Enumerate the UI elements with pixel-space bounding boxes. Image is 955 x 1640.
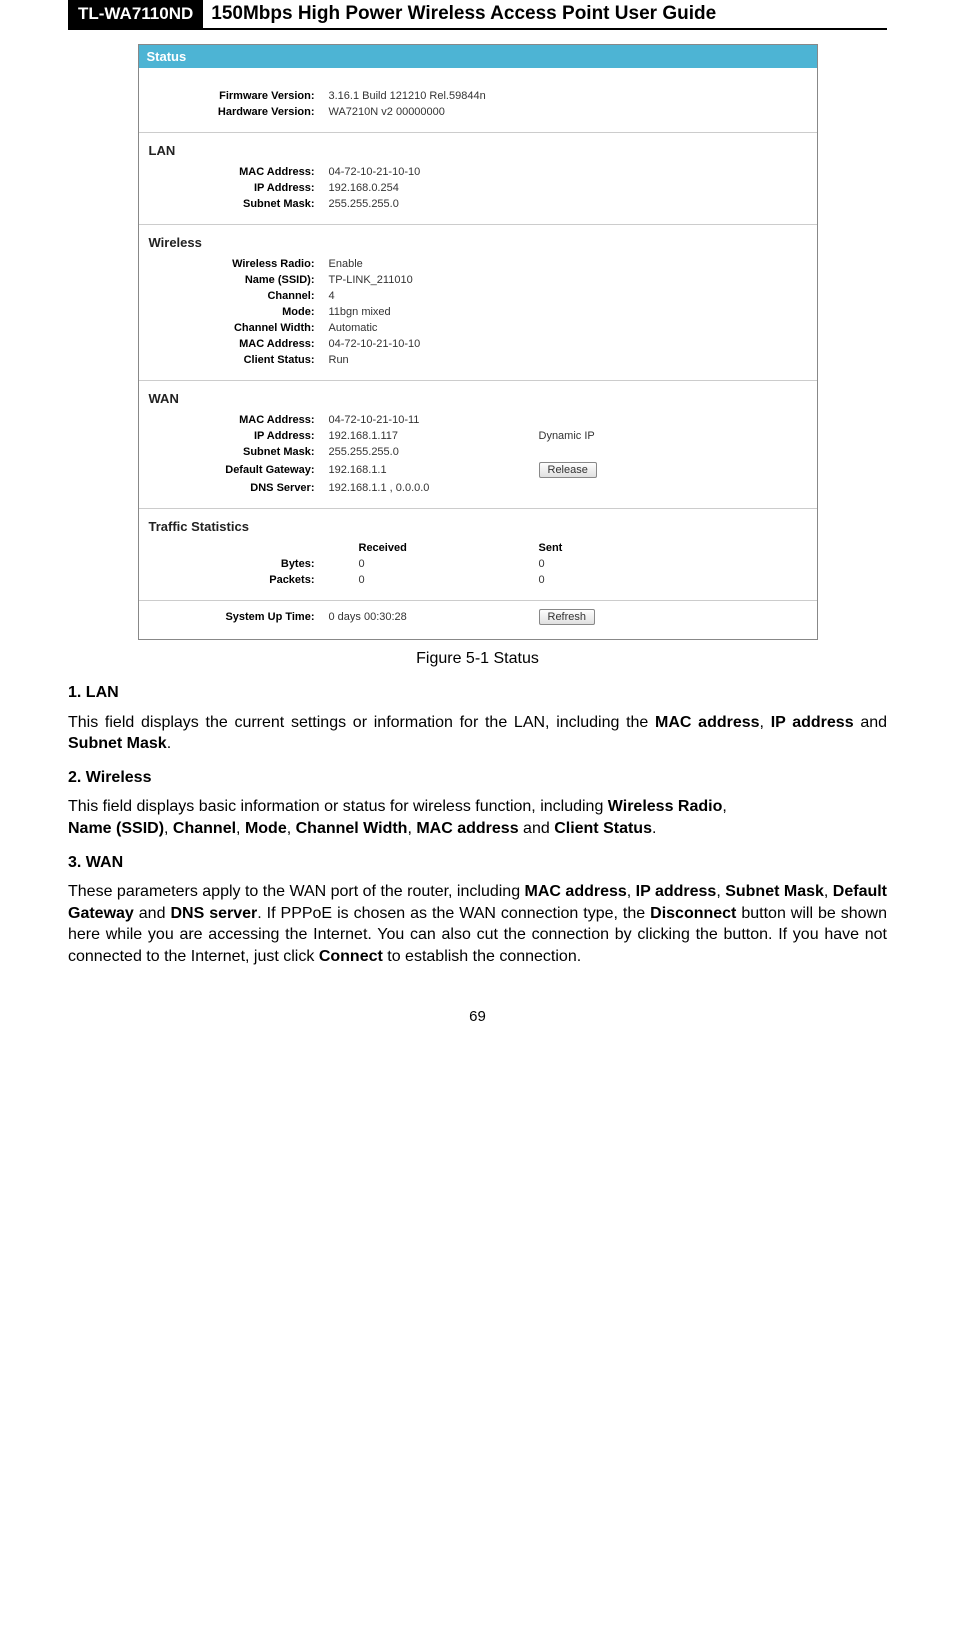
uptime-label: System Up Time:	[149, 611, 329, 623]
figure-caption: Figure 5-1 Status	[68, 650, 887, 668]
wan-mask-value: 255.255.255.0	[329, 446, 539, 458]
hardware-value: WA7210N v2 00000000	[329, 106, 539, 118]
packets-tx: 0	[539, 574, 689, 586]
section-3-para: These parameters apply to the WAN port o…	[68, 881, 887, 967]
wireless-width-value: Automatic	[329, 322, 539, 334]
status-panel-title: Status	[139, 45, 817, 68]
wireless-mac-label: MAC Address:	[149, 338, 329, 350]
wireless-channel-value: 4	[329, 290, 539, 302]
lan-mac-value: 04-72-10-21-10-10	[329, 166, 539, 178]
firmware-value: 3.16.1 Build 121210 Rel.59844n	[329, 90, 539, 102]
hardware-label: Hardware Version:	[149, 106, 329, 118]
wan-gw-value: 192.168.1.1	[329, 464, 539, 476]
document-header: TL-WA7110ND 150Mbps High Power Wireless …	[68, 0, 887, 30]
bytes-rx: 0	[329, 558, 539, 570]
wan-ip-type: Dynamic IP	[539, 430, 689, 442]
wireless-channel-label: Channel:	[149, 290, 329, 302]
wireless-heading: Wireless	[149, 231, 807, 256]
model-number: TL-WA7110ND	[68, 0, 203, 28]
wan-ip-label: IP Address:	[149, 430, 329, 442]
wireless-client-value: Run	[329, 354, 539, 366]
packets-label: Packets:	[149, 574, 329, 586]
firmware-label: Firmware Version:	[149, 90, 329, 102]
packets-rx: 0	[329, 574, 539, 586]
version-section: Firmware Version: 3.16.1 Build 121210 Re…	[139, 68, 817, 133]
lan-mac-label: MAC Address:	[149, 166, 329, 178]
wireless-radio-label: Wireless Radio:	[149, 258, 329, 270]
wireless-client-label: Client Status:	[149, 354, 329, 366]
wan-dns-label: DNS Server:	[149, 482, 329, 494]
section-3-heading: 3. WAN	[68, 852, 887, 874]
received-header: Received	[329, 542, 539, 554]
section-1-heading: 1. LAN	[68, 682, 887, 704]
wireless-ssid-value: TP-LINK_211010	[329, 274, 539, 286]
section-1-para: This field displays the current settings…	[68, 712, 887, 755]
lan-ip-label: IP Address:	[149, 182, 329, 194]
page-number: 69	[68, 1008, 887, 1025]
wireless-width-label: Channel Width:	[149, 322, 329, 334]
wireless-mac-value: 04-72-10-21-10-10	[329, 338, 539, 350]
wan-gw-label: Default Gateway:	[149, 464, 329, 476]
lan-section: LAN MAC Address: 04-72-10-21-10-10 IP Ad…	[139, 133, 817, 225]
wan-mac-value: 04-72-10-21-10-11	[329, 414, 539, 426]
lan-mask-value: 255.255.255.0	[329, 198, 539, 210]
section-2-heading: 2. Wireless	[68, 767, 887, 789]
wan-dns-value: 192.168.1.1 , 0.0.0.0	[329, 482, 539, 494]
guide-title: 150Mbps High Power Wireless Access Point…	[203, 3, 716, 25]
lan-heading: LAN	[149, 139, 807, 164]
body-text: 1. LAN This field displays the current s…	[68, 682, 887, 968]
uptime-value: 0 days 00:30:28	[329, 611, 539, 623]
lan-ip-value: 192.168.0.254	[329, 182, 539, 194]
uptime-section: System Up Time: 0 days 00:30:28 Refresh	[139, 601, 817, 639]
section-2-para: This field displays basic information or…	[68, 796, 887, 839]
wireless-ssid-label: Name (SSID):	[149, 274, 329, 286]
wireless-mode-label: Mode:	[149, 306, 329, 318]
wan-section: WAN MAC Address: 04-72-10-21-10-11 IP Ad…	[139, 381, 817, 509]
traffic-section: Traffic Statistics Received Sent Bytes: …	[139, 509, 817, 601]
wan-mac-label: MAC Address:	[149, 414, 329, 426]
wireless-mode-value: 11bgn mixed	[329, 306, 539, 318]
status-screenshot: Status Firmware Version: 3.16.1 Build 12…	[138, 44, 818, 640]
bytes-label: Bytes:	[149, 558, 329, 570]
release-button[interactable]: Release	[539, 462, 597, 478]
wan-heading: WAN	[149, 387, 807, 412]
wireless-section: Wireless Wireless Radio: Enable Name (SS…	[139, 225, 817, 381]
bytes-tx: 0	[539, 558, 689, 570]
refresh-button[interactable]: Refresh	[539, 609, 596, 625]
traffic-heading: Traffic Statistics	[149, 515, 807, 540]
sent-header: Sent	[539, 542, 689, 554]
wan-mask-label: Subnet Mask:	[149, 446, 329, 458]
lan-mask-label: Subnet Mask:	[149, 198, 329, 210]
wan-ip-value: 192.168.1.117	[329, 430, 539, 442]
wireless-radio-value: Enable	[329, 258, 539, 270]
